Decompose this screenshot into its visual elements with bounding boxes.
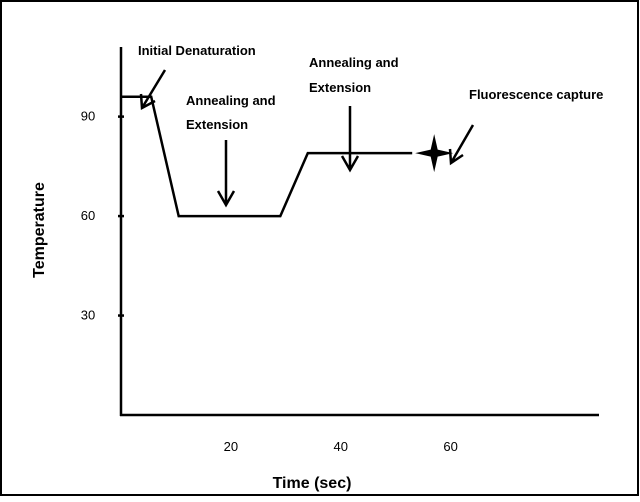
y-tick-label-90: 90 — [81, 109, 95, 124]
annotation-arrow-annealing-1 — [216, 140, 236, 208]
annotation-annealing-1-line-2: Extension — [186, 117, 248, 132]
annotation-arrow-fluorescence-capture — [448, 124, 475, 166]
axis-ticks: 30 60 90 20 40 60 — [81, 109, 458, 454]
annotation-fluorescence-capture: Fluorescence capture — [469, 87, 603, 102]
x-tick-label-20: 20 — [224, 439, 238, 454]
annotation-annealing-2-line-1: Annealing and — [309, 55, 399, 70]
x-tick-label-40: 40 — [334, 439, 348, 454]
annotation-annealing-1-line-1: Annealing and — [186, 93, 276, 108]
annotation-annealing-2-line-2: Extension — [309, 80, 371, 95]
annotation-initial-denaturation-line-1: Initial Denaturation — [138, 43, 256, 58]
temperature-series-line — [121, 95, 413, 218]
y-tick-label-30: 30 — [81, 308, 95, 323]
x-tick-label-60: 60 — [443, 439, 457, 454]
annotation-arrow-initial-denaturation — [139, 69, 167, 111]
fluorescence-capture-star-marker — [415, 134, 454, 173]
x-axis-title: Time (sec) — [273, 475, 352, 492]
annotation-arrow-annealing-2 — [340, 106, 360, 173]
y-tick-label-60: 60 — [81, 208, 95, 223]
y-axis-title: Temperature — [31, 182, 48, 278]
